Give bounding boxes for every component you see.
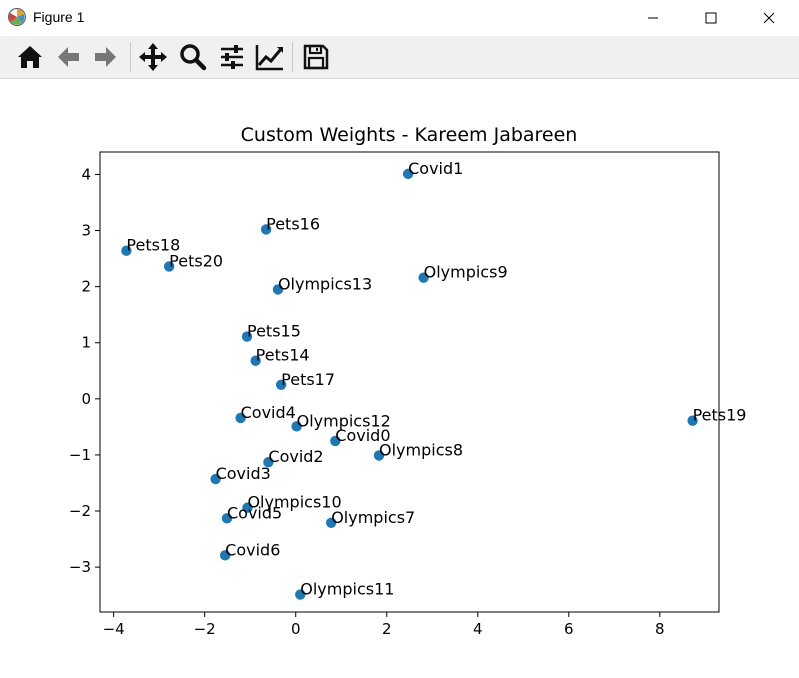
toolbar-separator (292, 42, 293, 72)
save-button[interactable] (300, 41, 332, 73)
configure-subplots-icon (221, 45, 243, 69)
data-point (121, 245, 132, 256)
data-points (121, 168, 698, 600)
point-label: Covid3 (216, 464, 271, 483)
data-point (241, 331, 253, 342)
data-point (263, 457, 274, 468)
window-title: Figure 1 (33, 9, 85, 25)
data-point (272, 284, 284, 295)
zoom-icon (180, 44, 207, 71)
axes-frame (99, 151, 720, 613)
app-icon (8, 8, 26, 26)
point-label: Olympics9 (424, 263, 508, 282)
point-label: Olympics11 (300, 580, 394, 599)
data-point (163, 261, 175, 272)
minimize-button[interactable] (624, 0, 682, 36)
y-tick-label: −2 (69, 502, 91, 520)
point-label: Pets15 (247, 322, 301, 341)
toolbar-separator (130, 42, 131, 72)
data-point (418, 272, 429, 283)
y-tick-label: 0 (81, 390, 91, 408)
y-tick-label: 2 (81, 278, 91, 296)
data-point (221, 513, 233, 524)
x-tick-label: 8 (655, 620, 665, 638)
maximize-icon (705, 12, 717, 24)
y-tick-label: −1 (69, 446, 91, 464)
data-point (260, 224, 272, 235)
back-arrow-icon (58, 47, 79, 67)
point-label: Pets17 (281, 370, 335, 389)
edit-axis-button[interactable] (254, 41, 286, 73)
pan-icon (139, 43, 167, 71)
point-label: Olympics12 (297, 411, 391, 430)
zoom-button[interactable] (177, 41, 209, 73)
point-label: Covid6 (225, 540, 280, 559)
x-tick-label: 4 (473, 620, 483, 638)
point-label: Olympics13 (278, 274, 372, 293)
pan-button[interactable] (137, 41, 169, 73)
point-label: Pets14 (256, 346, 310, 365)
data-point (219, 550, 231, 561)
minimize-icon (648, 17, 658, 19)
point-label: Covid1 (408, 159, 463, 178)
configure-subplots-button[interactable] (216, 41, 248, 73)
y-tick-label: 3 (81, 222, 91, 240)
data-point (330, 435, 341, 447)
x-axis: −4 −2 0 2 4 6 8 (103, 612, 665, 638)
save-icon (303, 44, 329, 70)
x-tick-label: −2 (194, 620, 216, 638)
data-point (687, 415, 698, 426)
edit-axis-icon (255, 45, 283, 71)
x-tick-label: 2 (382, 620, 392, 638)
y-tick-label: 4 (81, 165, 91, 183)
data-point (326, 517, 337, 529)
y-tick-label: 1 (81, 334, 91, 352)
x-tick-label: −4 (103, 620, 125, 638)
data-point (242, 502, 253, 513)
point-label: Covid5 (227, 503, 282, 522)
close-icon (763, 12, 775, 24)
data-point (275, 379, 287, 391)
maximize-button[interactable] (682, 0, 740, 36)
close-button[interactable] (740, 0, 798, 36)
data-point (402, 168, 414, 180)
back-button[interactable] (52, 41, 84, 73)
point-label: Covid2 (268, 447, 323, 466)
toolbar (0, 36, 799, 79)
forward-button[interactable] (90, 41, 122, 73)
forward-arrow-icon (95, 47, 116, 67)
point-label: Olympics7 (331, 508, 415, 527)
x-tick-label: 0 (291, 620, 301, 638)
point-label: Pets20 (169, 251, 223, 270)
point-label: Pets16 (266, 214, 320, 233)
data-point (291, 421, 302, 432)
home-button[interactable] (14, 41, 46, 73)
data-point (235, 412, 246, 424)
y-axis: 4 3 2 1 0 −1 −2 −3 (69, 165, 100, 576)
point-label: Olympics8 (379, 440, 463, 459)
data-point (295, 589, 306, 600)
point-label: Pets19 (693, 406, 747, 425)
data-point (210, 473, 221, 485)
x-tick-label: 6 (564, 620, 574, 638)
point-label: Covid0 (335, 426, 390, 445)
point-label: Pets18 (126, 236, 180, 255)
home-icon (18, 46, 42, 68)
chart-title: Custom Weights - Kareem Jabareen (241, 124, 578, 146)
point-label: Covid4 (241, 403, 296, 422)
data-point (373, 450, 385, 461)
data-point (250, 355, 261, 366)
y-tick-label: −3 (69, 558, 91, 576)
point-label: Olympics10 (247, 493, 341, 512)
title-bar: Figure 1 (0, 0, 799, 36)
scatter-chart: Custom Weights - Kareem Jabareen −4 −2 0 2 4… (69, 124, 747, 638)
